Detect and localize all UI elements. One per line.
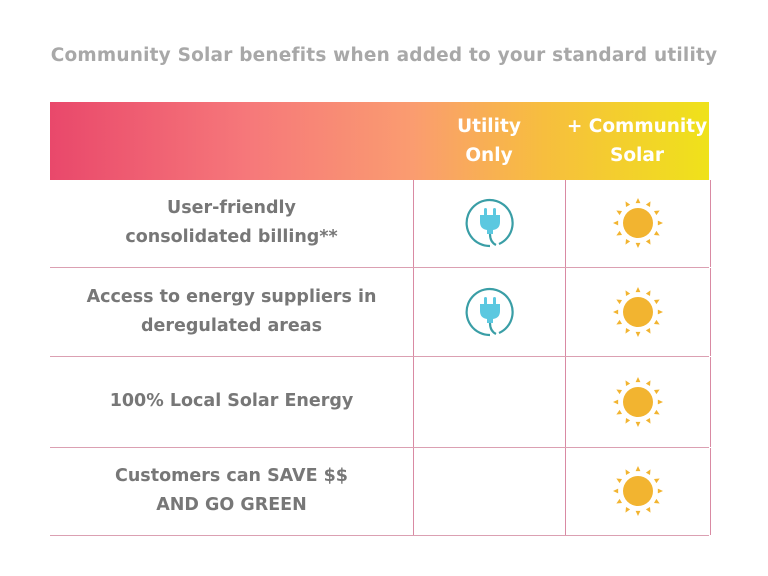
sun-icon [612,376,664,428]
header-text: Utility [457,116,521,137]
community-solar-cell [565,180,711,267]
table-row: Access to energy suppliers in deregulated… [50,268,711,357]
header-text: Solar [610,145,664,166]
header-community-solar: + Community Solar [565,102,709,180]
row-label-line: User-friendly [167,198,296,219]
utility-only-cell [413,268,566,356]
header-utility-only: Utility Only [413,102,565,180]
row-label: Customers can SAVE $$ AND GO GREEN [50,448,413,535]
row-label: 100% Local Solar Energy [50,357,413,447]
row-label-line: Customers can SAVE $$ [115,466,348,487]
utility-only-cell [413,448,566,535]
utility-only-cell [413,357,566,447]
table-header: Utility Only + Community Solar [50,102,709,180]
table-row: User-friendly consolidated billing** [50,180,711,268]
row-label: Access to energy suppliers in deregulated… [50,268,413,356]
row-label-line: deregulated areas [140,315,323,336]
community-solar-cell [565,448,711,535]
community-solar-cell [565,357,711,447]
row-label-line: AND GO GREEN [156,495,307,516]
header-text: + Community [566,116,708,137]
table-row: 100% Local Solar Energy [50,357,711,448]
sun-icon [612,465,664,517]
community-solar-cell [565,268,711,356]
table-row: Customers can SAVE $$ AND GO GREEN [50,448,711,536]
plug-icon [463,285,517,339]
sun-icon [612,197,664,249]
row-label: User-friendly consolidated billing** [50,180,413,267]
row-label-line: consolidated billing** [125,227,338,248]
sun-icon [612,286,664,338]
row-label-line: 100% Local Solar Energy [109,391,354,412]
row-label-line: Access to energy suppliers in [86,286,377,307]
page-title: Community Solar benefits when added to y… [50,45,718,66]
header-text: Only [465,145,513,166]
plug-icon [463,196,517,250]
utility-only-cell [413,180,566,267]
